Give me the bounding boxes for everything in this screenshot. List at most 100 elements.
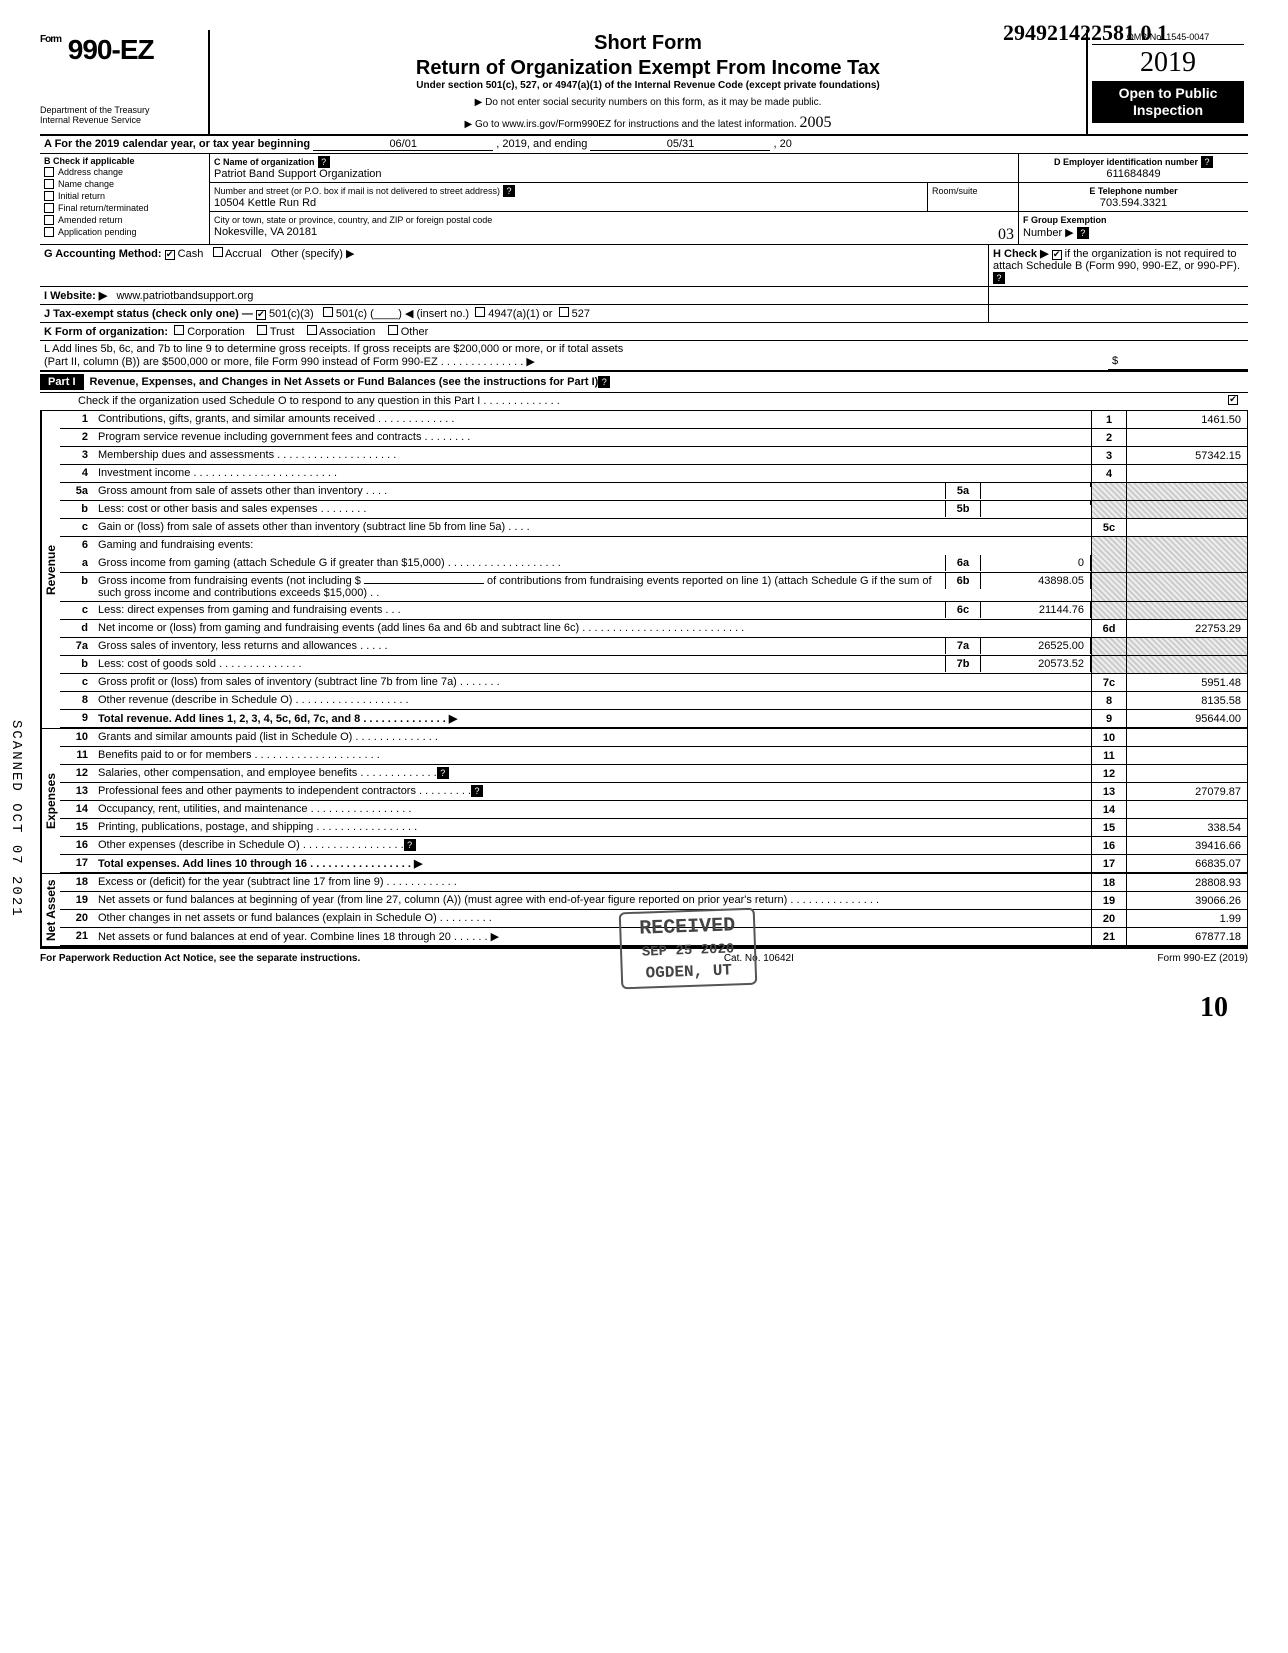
- check-name-change[interactable]: [44, 179, 54, 189]
- check-501c3[interactable]: [256, 310, 266, 320]
- line-18-value[interactable]: 28808.93: [1127, 874, 1247, 891]
- line-3-value[interactable]: 57342.15: [1127, 447, 1247, 464]
- line-3: 3 Membership dues and assessments . . . …: [60, 447, 1247, 465]
- line-20-value[interactable]: 1.99: [1127, 910, 1247, 927]
- line-21-text: Net assets or fund balances at end of ye…: [94, 928, 1091, 945]
- line-14-text: Occupancy, rent, utilities, and maintena…: [94, 801, 1091, 817]
- line-14-value[interactable]: [1127, 801, 1247, 818]
- check-corporation[interactable]: [174, 325, 184, 335]
- telephone[interactable]: 703.594.3321: [1100, 197, 1167, 209]
- check-amended-return-label: Amended return: [58, 215, 123, 225]
- check-final-return-label: Final return/terminated: [58, 203, 149, 213]
- line-6b-subvalue[interactable]: 43898.05: [981, 573, 1091, 589]
- check-527[interactable]: [559, 307, 569, 317]
- line-10-value[interactable]: [1127, 729, 1247, 746]
- line-4-value[interactable]: [1127, 465, 1247, 482]
- line-15-box: 15: [1091, 819, 1127, 836]
- line-9: 9 Total revenue. Add lines 1, 2, 3, 4, 5…: [60, 710, 1247, 728]
- check-4947[interactable]: [475, 307, 485, 317]
- line-13-value[interactable]: 27079.87: [1127, 783, 1247, 800]
- help-icon[interactable]: ?: [598, 376, 610, 388]
- help-icon[interactable]: ?: [1201, 156, 1213, 168]
- help-icon[interactable]: ?: [437, 767, 449, 779]
- check-final-return[interactable]: [44, 203, 54, 213]
- opt-501c3: 501(c)(3): [269, 308, 314, 320]
- line-d-text: Net income or (loss) from gaming and fun…: [94, 620, 1091, 636]
- line-19-text: Net assets or fund balances at beginning…: [94, 892, 1091, 908]
- line-17-value[interactable]: 66835.07: [1127, 855, 1247, 872]
- line-16-value[interactable]: 39416.66: [1127, 837, 1247, 854]
- line-11-value[interactable]: [1127, 747, 1247, 764]
- box-e-label: E Telephone number: [1089, 186, 1177, 196]
- line-14: 14 Occupancy, rent, utilities, and maint…: [60, 801, 1247, 819]
- line-21-value[interactable]: 67877.18: [1127, 928, 1247, 945]
- line-c: c Gain or (loss) from sale of assets oth…: [60, 519, 1247, 537]
- line-d-value[interactable]: 22753.29: [1127, 620, 1247, 637]
- line-9-value[interactable]: 95644.00: [1127, 710, 1247, 727]
- check-amended-return[interactable]: [44, 215, 54, 225]
- check-cash[interactable]: [165, 250, 175, 260]
- ein[interactable]: 611684849: [1106, 168, 1160, 180]
- line-20-box: 20: [1091, 910, 1127, 927]
- check-schedule-b[interactable]: [1052, 250, 1062, 260]
- check-address-change[interactable]: [44, 167, 54, 177]
- city-label: City or town, state or province, country…: [214, 215, 492, 225]
- part-1-title: Revenue, Expenses, and Changes in Net As…: [84, 376, 599, 388]
- line-a-subvalue[interactable]: 0: [981, 555, 1091, 571]
- tax-year-end[interactable]: 05/31: [590, 138, 770, 151]
- line-7a: 7a Gross sales of inventory, less return…: [60, 638, 1247, 656]
- help-icon[interactable]: ?: [503, 185, 515, 197]
- line-9-box: 9: [1091, 710, 1127, 727]
- line-c-value[interactable]: [1127, 519, 1247, 536]
- help-icon[interactable]: ?: [993, 272, 1005, 284]
- line-11-text: Benefits paid to or for members . . . . …: [94, 747, 1091, 763]
- line-a: a Gross income from gaming (attach Sched…: [60, 555, 1247, 573]
- line-6b: b Gross income from fundraising events (…: [60, 573, 1247, 602]
- help-icon[interactable]: ?: [471, 785, 483, 797]
- line-a-mid: , 2019, and ending: [496, 138, 587, 150]
- check-accrual[interactable]: [213, 247, 223, 257]
- org-city[interactable]: Nokesville, VA 20181: [214, 226, 317, 238]
- org-street[interactable]: 10504 Kettle Run Rd: [214, 197, 316, 209]
- help-icon[interactable]: ?: [404, 839, 416, 851]
- line-c-text: Gross profit or (loss) from sales of inv…: [94, 674, 1091, 690]
- check-initial-return[interactable]: [44, 191, 54, 201]
- note-ssn: ▶ Do not enter social security numbers o…: [218, 97, 1078, 108]
- line-5a-subvalue[interactable]: [981, 483, 1091, 487]
- line-4-text: Investment income . . . . . . . . . . . …: [94, 465, 1091, 481]
- check-schedule-o[interactable]: [1228, 395, 1238, 405]
- line-b-subvalue[interactable]: [981, 501, 1091, 505]
- opt-corp: Corporation: [187, 326, 244, 338]
- check-other[interactable]: [388, 325, 398, 335]
- line-19-value[interactable]: 39066.26: [1127, 892, 1247, 909]
- line-b-subvalue[interactable]: 20573.52: [981, 656, 1091, 672]
- check-trust[interactable]: [257, 325, 267, 335]
- line-2: 2 Program service revenue including gove…: [60, 429, 1247, 447]
- org-name[interactable]: Patriot Band Support Organization: [214, 168, 382, 180]
- help-icon[interactable]: ?: [1077, 227, 1089, 239]
- line-c-value[interactable]: 5951.48: [1127, 674, 1247, 691]
- line-7a-subvalue[interactable]: 26525.00: [981, 638, 1091, 654]
- part-1-tag: Part I: [40, 374, 84, 390]
- check-association[interactable]: [307, 325, 317, 335]
- line-l-2: (Part II, column (B)) are $500,000 or mo…: [44, 356, 535, 368]
- line-8: 8 Other revenue (describe in Schedule O)…: [60, 692, 1247, 710]
- line-15-value[interactable]: 338.54: [1127, 819, 1247, 836]
- tax-year-begin[interactable]: 06/01: [313, 138, 493, 151]
- line-c-subvalue[interactable]: 21144.76: [981, 602, 1091, 618]
- opt-assoc: Association: [319, 326, 375, 338]
- check-application-pending[interactable]: [44, 227, 54, 237]
- line-1-value[interactable]: 1461.50: [1127, 411, 1247, 428]
- check-application-pending-label: Application pending: [58, 227, 137, 237]
- line-8-value[interactable]: 8135.58: [1127, 692, 1247, 709]
- line-c-text: Less: direct expenses from gaming and fu…: [94, 602, 945, 618]
- line-12-value[interactable]: [1127, 765, 1247, 782]
- check-501c[interactable]: [323, 307, 333, 317]
- line-2-value[interactable]: [1127, 429, 1247, 446]
- help-icon[interactable]: ?: [318, 156, 330, 168]
- website[interactable]: www.patriotbandsupport.org: [116, 290, 253, 302]
- box-b-label: B Check if applicable: [44, 156, 205, 166]
- addr-label: Number and street (or P.O. box if mail i…: [214, 186, 500, 196]
- tab-expenses: Expenses: [41, 729, 60, 873]
- line-12-box: 12: [1091, 765, 1127, 782]
